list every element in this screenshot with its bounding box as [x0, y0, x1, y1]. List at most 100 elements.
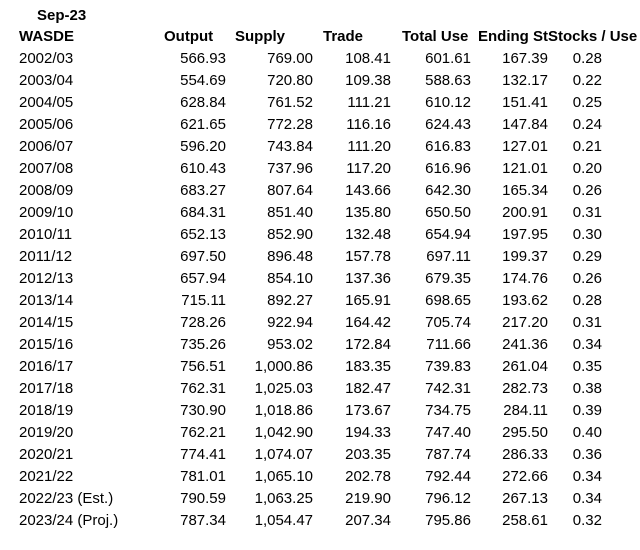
cell-ending-stocks: 261.04: [502, 358, 548, 375]
cell-supply: 851.40: [267, 204, 313, 221]
cell-supply: 1,018.86: [254, 402, 313, 419]
cell-year: 2002/03: [19, 50, 74, 67]
cell-stocks-use: 0.35: [572, 358, 602, 375]
cell-output: 787.34: [180, 512, 226, 529]
cell-supply: 892.27: [267, 292, 313, 309]
cell-total-use: 796.12: [425, 490, 471, 507]
cell-supply: 772.28: [267, 116, 313, 133]
cell-stocks-use: 0.24: [572, 116, 602, 133]
table-row: 2019/20 762.21 1,042.90 194.33 747.40 295.50 0…: [0, 422, 640, 444]
cell-supply: 1,074.07: [254, 446, 313, 463]
cell-supply: 1,065.10: [254, 468, 313, 485]
table-row: 2014/15 728.26 922.94 164.42 705.74 217.20 0.3…: [0, 312, 640, 334]
cell-trade: 207.34: [345, 512, 391, 529]
cell-stocks-use: 0.22: [572, 72, 602, 89]
cell-trade: 164.42: [345, 314, 391, 331]
cell-trade: 219.90: [345, 490, 391, 507]
cell-total-use: 747.40: [425, 424, 471, 441]
cell-supply: 1,025.03: [254, 380, 313, 397]
cell-trade: 143.66: [345, 182, 391, 199]
cell-output: 730.90: [180, 402, 226, 419]
cell-total-use: 679.35: [425, 270, 471, 287]
header-trade: Trade: [323, 28, 364, 45]
cell-supply: 953.02: [267, 336, 313, 353]
cell-trade: 111.21: [347, 94, 391, 111]
cell-stocks-use: 0.21: [572, 138, 602, 155]
cell-stocks-use: 0.36: [572, 446, 602, 463]
cell-trade: 132.48: [345, 226, 391, 243]
cell-year: 2007/08: [19, 160, 74, 177]
cell-ending-stocks: 127.01: [502, 138, 548, 155]
cell-trade: 202.78: [345, 468, 391, 485]
cell-year: 2004/05: [19, 94, 74, 111]
cell-year: 2012/13: [19, 270, 74, 287]
cell-total-use: 650.50: [425, 204, 471, 221]
table-row: 2018/19 730.90 1,018.86 173.67 734.75 284.11 0…: [0, 400, 640, 422]
cell-total-use: 616.96: [425, 160, 471, 177]
header-wasde: WASDE: [19, 28, 75, 45]
cell-year: 2016/17: [19, 358, 74, 375]
cell-output: 657.94: [180, 270, 226, 287]
cell-stocks-use: 0.20: [572, 160, 602, 177]
table-row: 2016/17 756.51 1,000.86 183.35 739.83 261.04 0…: [0, 356, 640, 378]
cell-year: 2010/11: [19, 226, 73, 243]
cell-year: 2021/22: [19, 468, 74, 485]
cell-year: 2011/12: [19, 248, 73, 265]
cell-output: 756.51: [180, 358, 226, 375]
date-label: Sep-23: [37, 7, 87, 24]
cell-trade: 116.16: [346, 116, 391, 133]
table-row: 2009/10 684.31 851.40 135.80 650.50 200.91 0.3…: [0, 202, 640, 224]
table-row: 2002/03 566.93 769.00 108.41 601.61 167.39 0.2…: [0, 48, 640, 70]
cell-trade: 182.47: [345, 380, 391, 397]
header-total-use: Total Use: [402, 28, 469, 45]
cell-year: 2020/21: [19, 446, 74, 463]
cell-stocks-use: 0.26: [572, 182, 602, 199]
cell-supply: 852.90: [267, 226, 313, 243]
cell-ending-stocks: 121.01: [502, 160, 548, 177]
cell-year: 2019/20: [19, 424, 74, 441]
table-row: 2004/05 628.84 761.52 111.21 610.12 151.41 0.2…: [0, 92, 640, 114]
cell-stocks-use: 0.34: [572, 468, 602, 485]
table-row: 2012/13 657.94 854.10 137.36 679.35 174.76 0.2…: [0, 268, 640, 290]
cell-total-use: 588.63: [425, 72, 471, 89]
wasde-table: WASDE Output Supply Trade Total Use Endi…: [0, 26, 640, 532]
cell-stocks-use: 0.26: [572, 270, 602, 287]
cell-output: 762.31: [180, 380, 226, 397]
cell-trade: 165.91: [345, 292, 391, 309]
cell-ending-stocks: 272.66: [502, 468, 548, 485]
cell-year: 2009/10: [19, 204, 74, 221]
table-row: 2021/22 781.01 1,065.10 202.78 792.44 272.66 0…: [0, 466, 640, 488]
cell-stocks-use: 0.29: [572, 248, 602, 265]
table-row: 2005/06 621.65 772.28 116.16 624.43 147.84 0.2…: [0, 114, 640, 136]
cell-total-use: 705.74: [425, 314, 471, 331]
header-stocks-use: Stocks / Use: [548, 28, 638, 45]
table-body: 2002/03 566.93 769.00 108.41 601.61 167.39 0.2…: [0, 48, 640, 532]
header-supply: Supply: [235, 28, 286, 45]
cell-output: 610.43: [180, 160, 226, 177]
cell-ending-stocks: 284.11: [503, 402, 548, 419]
header-output: Output: [164, 28, 214, 45]
table-row: 2017/18 762.31 1,025.03 182.47 742.31 282.73 0…: [0, 378, 640, 400]
cell-total-use: 734.75: [425, 402, 471, 419]
cell-supply: 737.96: [267, 160, 313, 177]
table-row: 2023/24 (Proj.) 787.34 1,054.47 207.34 795.8…: [0, 510, 640, 532]
cell-ending-stocks: 197.95: [502, 226, 548, 243]
cell-ending-stocks: 151.41: [502, 94, 548, 111]
cell-supply: 1,000.86: [254, 358, 313, 375]
cell-ending-stocks: 267.13: [502, 490, 548, 507]
cell-output: 697.50: [180, 248, 226, 265]
table-row: 2015/16 735.26 953.02 172.84 711.66 241.36 0.3…: [0, 334, 640, 356]
cell-total-use: 739.83: [425, 358, 471, 375]
cell-total-use: 601.61: [425, 50, 471, 67]
cell-output: 728.26: [180, 314, 226, 331]
cell-trade: 111.20: [347, 138, 391, 155]
cell-stocks-use: 0.38: [572, 380, 602, 397]
cell-trade: 203.35: [345, 446, 391, 463]
cell-supply: 1,042.90: [254, 424, 313, 441]
cell-total-use: 616.83: [425, 138, 471, 155]
cell-ending-stocks: 167.39: [502, 50, 548, 67]
cell-year: 2005/06: [19, 116, 74, 133]
table-row: 2011/12 697.50 896.48 157.78 697.11 199.37 0.2…: [0, 246, 640, 268]
cell-ending-stocks: 132.17: [502, 72, 548, 89]
cell-supply: 854.10: [267, 270, 313, 287]
